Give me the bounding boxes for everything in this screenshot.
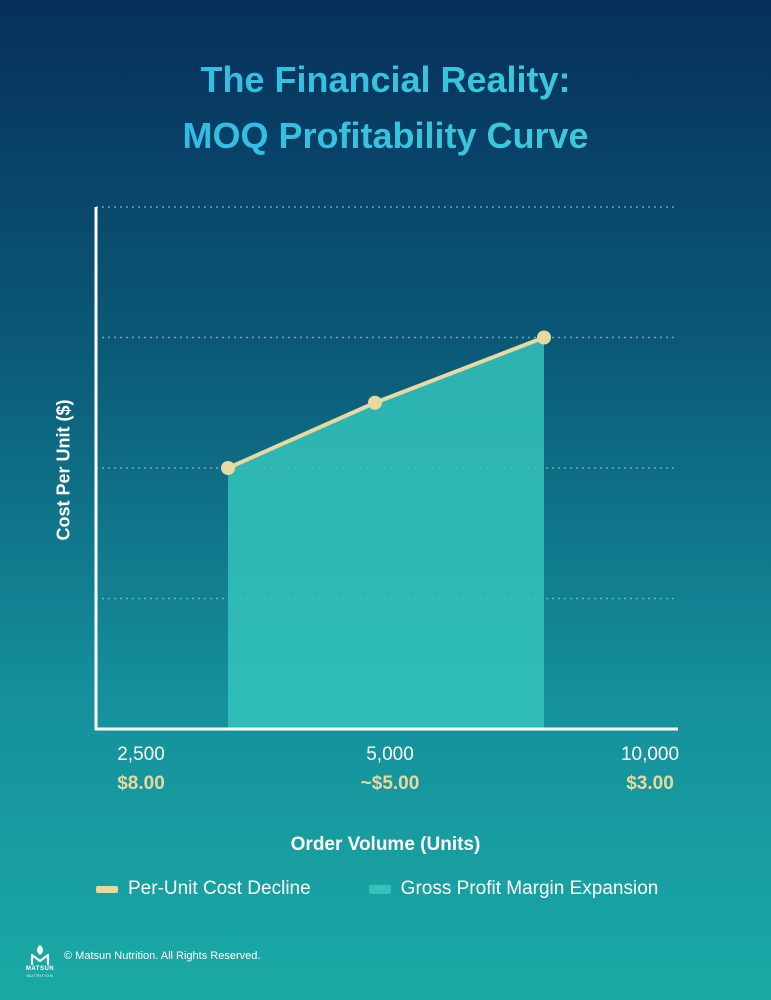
x-tick-label: 10,000 <box>620 744 680 765</box>
legend-area-swatch <box>368 884 391 894</box>
x-tick-price-label: ~$5.00 <box>360 773 420 794</box>
legend-item-cost-line: Per-Unit Cost Decline <box>96 878 311 900</box>
copyright-text: © Matsun Nutrition. All Rights Reserved. <box>64 950 261 962</box>
x-tick-price-label: $8.00 <box>117 773 165 794</box>
legend-line-swatch <box>96 885 118 893</box>
footer: MATSUN NUTRITION © Matsun Nutrition. All… <box>22 944 260 978</box>
cost-point-3 <box>537 330 551 345</box>
x-tick-label: 5,000 <box>366 744 414 765</box>
matsun-logo: MATSUN NUTRITION <box>22 944 58 978</box>
logo-subtitle: NUTRITION <box>26 973 54 978</box>
legend-label-cost: Per-Unit Cost Decline <box>128 878 311 899</box>
cost-point-2 <box>368 395 382 410</box>
legend-label-margin: Gross Profit Margin Expansion <box>400 878 659 899</box>
leaf-m-icon <box>30 945 50 965</box>
margin-area <box>228 337 544 729</box>
chart-legend: Per-Unit Cost Decline Gross Profit Margi… <box>96 878 706 900</box>
cost-point-1 <box>221 461 235 475</box>
x-tick-label: 2,500 <box>117 744 165 765</box>
y-axis-label: Cost Per Unit ($) <box>53 399 74 541</box>
x-axis-label: Order Volume (Units) <box>290 834 481 855</box>
logo-name: MATSUN <box>25 966 55 972</box>
x-tick-price-label: $3.00 <box>626 773 674 794</box>
legend-item-margin-area: Gross Profit Margin Expansion <box>368 878 659 900</box>
